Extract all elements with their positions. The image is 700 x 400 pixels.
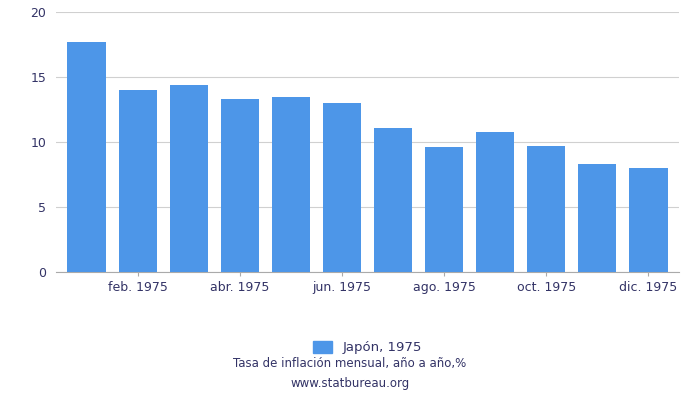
Bar — [169, 85, 208, 272]
Text: www.statbureau.org: www.statbureau.org — [290, 378, 410, 390]
Legend: Japón, 1975: Japón, 1975 — [307, 336, 428, 360]
Bar — [323, 103, 361, 272]
Bar — [67, 42, 106, 272]
Bar — [272, 96, 310, 272]
Bar — [425, 147, 463, 272]
Bar — [220, 99, 259, 272]
Bar — [527, 146, 566, 272]
Bar — [578, 164, 617, 272]
Bar — [629, 168, 668, 272]
Bar — [118, 90, 157, 272]
Bar — [476, 132, 514, 272]
Bar — [374, 128, 412, 272]
Text: Tasa de inflación mensual, año a año,%: Tasa de inflación mensual, año a año,% — [233, 358, 467, 370]
